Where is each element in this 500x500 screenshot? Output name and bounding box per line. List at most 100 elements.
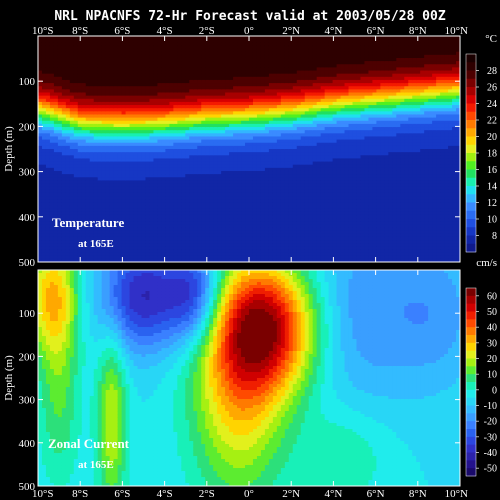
heatmap-cell [284,145,290,150]
heatmap-cell [221,152,226,156]
heatmap-cell [81,236,87,241]
heatmap-cell [113,243,119,247]
heatmap-cell [77,155,83,160]
heatmap-cell [233,214,238,219]
heatmap-cell [300,83,306,87]
heatmap-cell [157,174,163,178]
heatmap-cell [73,95,79,100]
heatmap-cell [161,64,166,68]
heatmap-cell [113,186,119,191]
heatmap-cell [145,48,151,53]
heatmap-cell [268,211,274,216]
heatmap-cell [284,183,290,188]
heatmap-cell [89,67,95,72]
heatmap-cell [149,170,155,175]
heatmap-cell [113,167,119,172]
heatmap-cell [161,246,166,251]
heatmap-cell [177,83,182,87]
heatmap-cell [237,51,242,56]
heatmap-cell [101,170,107,175]
heatmap-cell [245,105,250,109]
heatmap-cell [38,221,43,225]
heatmap-cell [288,54,294,59]
heatmap-cell [272,36,278,40]
heatmap-cell [133,83,139,87]
heatmap-cell [268,152,274,156]
heatmap-cell [185,111,190,116]
heatmap-cell [272,218,278,222]
heatmap-cell [61,221,67,225]
heatmap-cell [141,221,147,225]
heatmap-cell [197,86,202,90]
heatmap-cell [241,227,246,232]
heatmap-cell [312,57,318,62]
heatmap-cell [300,120,306,125]
heatmap-cell [209,230,214,235]
heatmap-cell [89,92,95,97]
heatmap-cell [45,136,51,141]
heatmap-cell [249,114,254,119]
heatmap-cell [49,54,55,59]
heatmap-cell [288,205,294,210]
heatmap-cell [105,199,111,203]
heatmap-cell [53,174,59,178]
heatmap-cell [300,230,306,235]
heatmap-cell [229,224,234,229]
heatmap-cell [288,208,294,213]
heatmap-cell [85,211,91,216]
heatmap-cell [272,164,278,169]
heatmap-cell [89,105,95,109]
heatmap-cell [252,189,258,194]
heatmap-cell [125,189,131,194]
heatmap-cell [169,158,174,163]
heatmap-cell [145,127,151,131]
heatmap-cell [252,214,258,219]
heatmap-cell [185,211,190,216]
heatmap-cell [41,167,47,172]
heatmap-cell [93,86,99,90]
heatmap-cell [149,189,155,194]
heatmap-cell [300,161,306,166]
heatmap-cell [45,221,51,225]
heatmap-cell [260,221,266,225]
heatmap-cell [280,189,286,194]
heatmap-cell [77,230,83,235]
heatmap-cell [177,174,182,178]
heatmap-cell [85,174,91,178]
heatmap-cell [177,233,182,238]
heatmap-cell [284,189,290,194]
heatmap-cell [256,249,262,254]
heatmap-cell [61,142,67,147]
heatmap-cell [241,230,246,235]
heatmap-cell [256,246,262,251]
heatmap-cell [65,202,71,207]
heatmap-cell [252,48,258,53]
heatmap-cell [161,189,166,194]
heatmap-cell [233,139,238,144]
heatmap-cell [197,76,202,81]
heatmap-cell [165,76,170,81]
heatmap-cell [225,218,230,222]
heatmap-cell [73,48,79,53]
heatmap-cell [245,227,250,232]
heatmap-cell [38,89,43,94]
heatmap-cell [85,139,91,144]
heatmap-cell [125,130,131,134]
heatmap-cell [85,61,91,65]
heatmap-cell [69,86,75,90]
heatmap-cell [165,111,170,116]
heatmap-cell [53,54,59,59]
heatmap-cell [197,180,202,185]
heatmap-cell [57,48,63,53]
heatmap-cell [101,186,107,191]
heatmap-cell [137,98,143,103]
heatmap-cell [53,139,59,144]
heatmap-cell [233,130,238,134]
heatmap-cell [169,108,174,112]
heatmap-cell [117,86,123,90]
heatmap-cell [173,155,178,160]
heatmap-cell [284,243,290,247]
heatmap-cell [145,211,151,216]
heatmap-cell [38,145,43,150]
heatmap-cell [109,252,115,257]
